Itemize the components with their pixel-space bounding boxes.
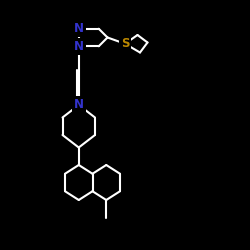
Text: N: N <box>74 40 84 53</box>
Text: S: S <box>121 37 129 50</box>
Text: N: N <box>74 98 84 112</box>
Text: N: N <box>74 22 84 35</box>
